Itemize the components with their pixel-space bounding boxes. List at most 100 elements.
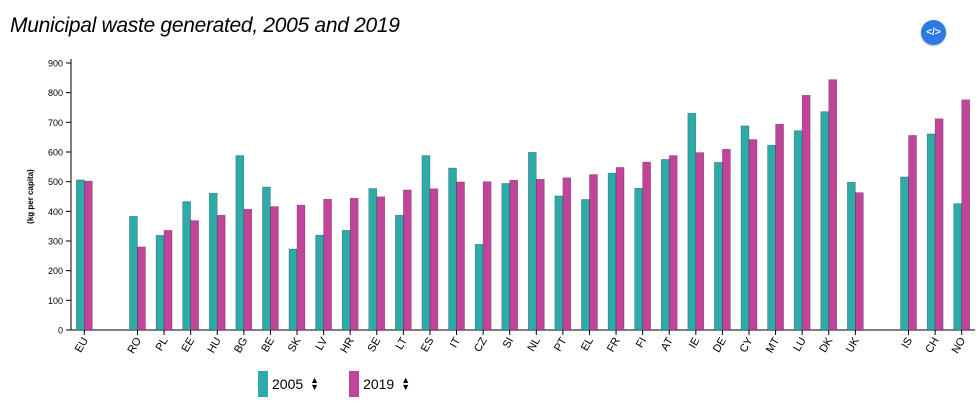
bar-2019-DK: [828, 79, 838, 331]
bar-2005-EE: [182, 201, 191, 331]
x-tick-label-CZ: CZ: [472, 335, 490, 354]
x-tick-label-FR: FR: [605, 335, 623, 354]
x-tick-label-LV: LV: [313, 335, 330, 353]
bar-2005-DK: [820, 111, 830, 331]
x-tick-label-DE: DE: [711, 336, 729, 355]
bar-2019-UK: [855, 192, 864, 331]
bar-2019-MT: [775, 123, 784, 331]
bar-2019-EU: [83, 180, 93, 331]
y-tick-label: 100: [48, 296, 63, 306]
x-tick-label-FI: FI: [634, 336, 649, 350]
x-tick-label-IT: IT: [448, 335, 463, 350]
bar-2005-CY: [740, 125, 750, 331]
y-tick-label: 700: [48, 118, 63, 128]
bar-2019-LV: [323, 198, 332, 331]
bar-2019-PL: [163, 230, 173, 331]
y-tick-label: 400: [48, 207, 63, 217]
bar-2019-DE: [722, 149, 731, 331]
bar-2005-EL: [581, 199, 590, 331]
bar-2019-LT: [403, 189, 412, 331]
chart-title: Municipal waste generated, 2005 and 2019: [10, 14, 400, 37]
y-tick-label: 900: [48, 59, 63, 69]
bar-2019-FI: [642, 161, 651, 331]
x-tick-label-IE: IE: [687, 336, 703, 351]
bar-2019-AT: [668, 155, 678, 331]
bar-2005-HR: [341, 230, 351, 331]
legend-label-2005: 2005: [272, 376, 304, 392]
bar-2005-UK: [847, 181, 856, 331]
sort-arrows-icon[interactable]: ▲ ▼: [310, 375, 320, 392]
y-tick-label: 0: [58, 326, 63, 336]
bar-2019-IS: [908, 135, 917, 331]
x-tick-label-CH: CH: [923, 335, 941, 355]
bar-2005-PL: [155, 235, 165, 331]
bar-2005-EU: [75, 179, 85, 331]
bar-2005-LT: [395, 214, 404, 331]
bar-2019-IT: [456, 181, 465, 331]
legend-swatch-2005: [258, 371, 268, 397]
y-tick-label: 600: [48, 148, 63, 158]
x-tick-label-PL: PL: [154, 336, 171, 354]
x-tick-label-SI: SI: [501, 336, 517, 351]
x-tick-label-PT: PT: [552, 335, 570, 353]
bar-2019-BE: [270, 206, 279, 331]
x-tick-label-EL: EL: [579, 336, 596, 354]
bar-2019-NO: [961, 99, 971, 331]
bar-2005-CH: [926, 133, 936, 331]
x-tick-label-NL: NL: [525, 336, 542, 354]
bar-2005-ES: [421, 155, 431, 331]
bar-2005-SK: [288, 248, 298, 331]
bar-2005-NL: [527, 151, 537, 331]
bar-chart: 0 100 200 300 400 500 600 700 800 900 (kg per capi…: [26, 59, 975, 356]
x-tick-label-RO: RO: [125, 335, 144, 356]
x-tick-label-IS: IS: [900, 336, 916, 351]
legend: 2005 ▲ ▼ 2019 ▲ ▼: [258, 371, 410, 397]
x-tick-label-MT: MT: [764, 335, 782, 355]
bar-2019-IE: [695, 152, 705, 331]
x-tick-label-NO: NO: [950, 335, 969, 356]
code-icon: </>: [926, 27, 941, 38]
bar-2005-IS: [900, 176, 909, 331]
bar-2019-SI: [509, 179, 519, 331]
bar-2019-SK: [296, 204, 306, 331]
bar-2019-NL: [535, 178, 545, 331]
bar-2019-EE: [190, 220, 199, 331]
bar-2005-LV: [315, 234, 324, 331]
x-tick-label-AT: AT: [659, 335, 676, 353]
bar-2005-MT: [767, 144, 776, 331]
sort-arrows-icon[interactable]: ▲ ▼: [401, 375, 411, 392]
bar-2019-EL: [589, 174, 598, 331]
y-tick-label: 800: [48, 88, 63, 98]
bar-2005-BG: [235, 155, 245, 331]
x-tick-label-EU: EU: [73, 335, 91, 354]
x-tick-label-EE: EE: [180, 336, 198, 355]
bar-2005-FR: [607, 172, 617, 331]
bar-2005-IT: [448, 167, 457, 331]
bar-2005-SE: [368, 188, 378, 331]
x-tick-label-LU: LU: [791, 335, 808, 353]
x-tick-label-SK: SK: [286, 335, 304, 354]
legend-item-2019[interactable]: 2019 ▲ ▼: [349, 371, 410, 397]
legend-item-2005[interactable]: 2005 ▲ ▼: [258, 371, 319, 397]
bar-2019-RO: [137, 246, 146, 331]
y-tick-label: 200: [48, 266, 63, 276]
bar-2019-CH: [934, 118, 944, 331]
bar-2019-HR: [349, 197, 359, 331]
bar-2019-ES: [429, 188, 439, 331]
bar-2005-PT: [554, 195, 564, 331]
bar-2005-RO: [129, 216, 138, 331]
bar-2019-FR: [615, 167, 625, 331]
embed-code-button[interactable]: </>: [921, 20, 946, 45]
x-tick-label-ES: ES: [419, 336, 437, 355]
x-tick-label-UK: UK: [844, 335, 862, 355]
y-tick-label: 300: [48, 237, 63, 247]
x-tick-label-BG: BG: [232, 336, 250, 356]
x-tick-label-HU: HU: [205, 335, 223, 355]
x-tick-label-CY: CY: [738, 335, 756, 355]
x-tick-label-HR: HR: [338, 335, 356, 355]
bar-2005-BE: [262, 186, 271, 331]
legend-swatch-2019: [349, 371, 360, 397]
bar-2019-CZ: [482, 181, 492, 331]
bar-2019-BG: [243, 208, 253, 331]
x-tick-label-LT: LT: [394, 335, 411, 352]
